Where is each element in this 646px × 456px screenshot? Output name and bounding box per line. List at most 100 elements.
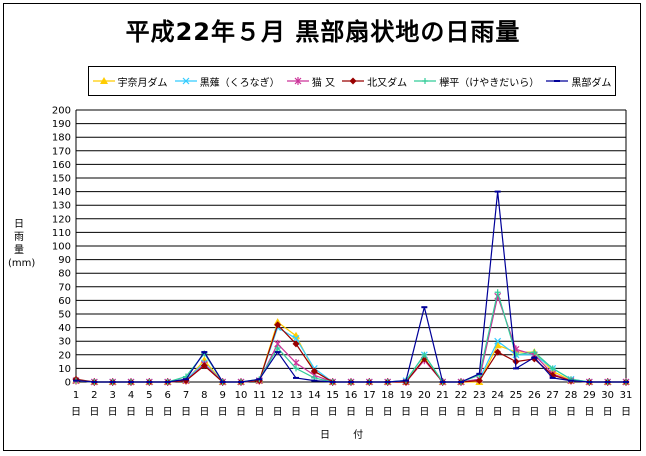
x-tick-label: 20 日 <box>418 390 431 418</box>
legend-swatch-marker <box>554 80 561 82</box>
legend-label: 猫 又 <box>311 77 335 89</box>
legend-swatch <box>174 77 197 85</box>
legend-swatch <box>286 77 309 85</box>
legend-item: 欅平（けやきだいら） <box>414 74 539 89</box>
legend-swatch-marker <box>422 78 429 84</box>
series-point-5 <box>183 378 189 381</box>
y-tick-label: 90 <box>58 255 71 266</box>
y-tick-label: 110 <box>52 228 71 239</box>
series-point-4 <box>421 351 428 358</box>
x-axis-label: 日 付 <box>320 430 374 441</box>
y-tick-label: 80 <box>58 269 71 280</box>
legend-label: 宇奈月ダム <box>117 77 168 89</box>
series-point-5 <box>73 379 79 382</box>
legend-swatch <box>92 77 115 84</box>
x-tick-label: 29 日 <box>583 390 596 418</box>
series-point-3 <box>292 340 300 348</box>
series-point-1 <box>292 335 300 342</box>
legend-swatch <box>546 80 569 82</box>
series-point-3 <box>310 367 318 375</box>
series-point-5 <box>201 351 208 354</box>
x-tick-label: 17 日 <box>363 390 376 418</box>
series-point-3 <box>512 358 520 366</box>
legend-swatch <box>342 77 365 85</box>
x-tick-label: 16 日 <box>345 390 358 418</box>
x-tick-label: 13 日 <box>290 390 303 418</box>
series-point-5 <box>586 381 593 383</box>
series-point-5 <box>311 379 318 382</box>
chart-title: 平成22年５月 黒部扇状地の日雨量 <box>125 18 521 46</box>
legend-item: 宇奈月ダム <box>92 74 168 89</box>
y-tick-label: 0 <box>65 378 71 389</box>
x-tick-label: 24 日 <box>491 390 504 418</box>
series-point-5 <box>256 378 263 381</box>
series-point-5 <box>91 381 98 383</box>
series-point-5 <box>513 367 519 370</box>
series-point-5 <box>366 381 373 383</box>
x-tick-label: 21 日 <box>436 390 449 418</box>
x-tick-label: 11 日 <box>253 390 266 418</box>
series-line-2 <box>75 294 626 383</box>
series-point-5 <box>128 381 134 383</box>
series-point-5 <box>329 381 336 383</box>
series-point-5 <box>476 372 483 375</box>
series-point-4 <box>293 365 299 372</box>
legend-label: 北又ダム <box>367 77 408 89</box>
legend-label: 黒部ダム <box>571 77 612 89</box>
series-point-5 <box>274 351 281 354</box>
series-point-5 <box>439 381 446 383</box>
legend-swatch-marker <box>294 77 302 85</box>
x-tick-label: 31 日 <box>620 390 633 418</box>
x-tick-label: 30 日 <box>601 390 614 418</box>
x-tick-label: 23 日 <box>473 390 486 418</box>
legend-item: 北又ダム <box>342 74 407 89</box>
x-tick-label: 19 日 <box>400 390 413 418</box>
chart-legend: 宇奈月ダム 黒薙（くろなぎ） 猫 又 北又ダム 欅平（けやきだいら） 黒部ダム <box>88 66 616 96</box>
legend-item: 猫 又 <box>286 74 335 89</box>
y-tick-label: 70 <box>58 282 71 293</box>
series-point-5 <box>109 381 116 383</box>
series-point-4 <box>549 365 556 372</box>
series-point-5 <box>458 381 464 383</box>
legend-item: 黒部ダム <box>546 74 611 89</box>
series-point-3 <box>475 377 483 385</box>
series-point-5 <box>494 190 501 193</box>
y-tick-label: 150 <box>52 174 71 185</box>
series-point-5 <box>568 379 574 382</box>
legend-swatch <box>414 78 437 84</box>
series-point-5 <box>146 381 153 383</box>
legend-swatch-marker <box>99 77 108 84</box>
y-tick-label: 50 <box>58 310 71 321</box>
series-point-4 <box>494 289 501 296</box>
y-tick-label: 140 <box>52 187 71 198</box>
x-tick-label: 27 日 <box>546 390 559 418</box>
y-tick-label: 100 <box>52 242 71 253</box>
x-tick-label: 18 日 <box>381 390 394 418</box>
y-tick-label: 130 <box>52 201 71 212</box>
x-tick-label: 22 日 <box>455 390 468 418</box>
series-point-3 <box>274 321 282 329</box>
series-point-5 <box>219 381 226 383</box>
y-tick-label: 10 <box>58 364 71 375</box>
y-tick-label: 60 <box>58 296 71 307</box>
y-axis-label: 日 雨 量 (mm) <box>8 218 35 270</box>
series-point-3 <box>200 362 208 370</box>
x-tick-label: 14 日 <box>308 390 321 418</box>
series-point-5 <box>384 381 391 383</box>
x-tick-label: 15 日 <box>326 390 339 418</box>
series-point-5 <box>403 379 409 382</box>
legend-label: 欅平（けやきだいら） <box>439 77 540 89</box>
legend-label: 黒薙（くろなぎ） <box>199 77 280 89</box>
series-point-4 <box>274 345 281 351</box>
y-tick-label: 30 <box>58 337 71 348</box>
legend-swatch-marker <box>182 77 190 85</box>
series-line-0 <box>75 321 626 383</box>
series-point-4 <box>531 349 538 356</box>
